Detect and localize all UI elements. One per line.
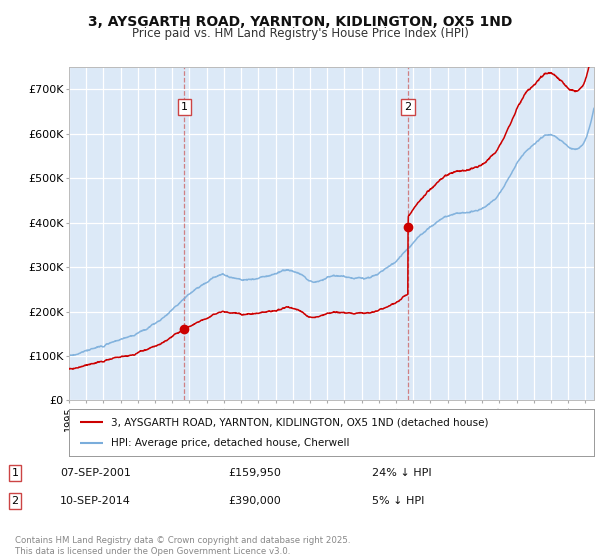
Text: 24% ↓ HPI: 24% ↓ HPI [372, 468, 431, 478]
Text: 2: 2 [11, 496, 19, 506]
Text: £159,950: £159,950 [228, 468, 281, 478]
Text: £390,000: £390,000 [228, 496, 281, 506]
Text: 2: 2 [404, 102, 412, 112]
Text: 07-SEP-2001: 07-SEP-2001 [60, 468, 131, 478]
Text: Price paid vs. HM Land Registry's House Price Index (HPI): Price paid vs. HM Land Registry's House … [131, 27, 469, 40]
Text: 3, AYSGARTH ROAD, YARNTON, KIDLINGTON, OX5 1ND (detached house): 3, AYSGARTH ROAD, YARNTON, KIDLINGTON, O… [111, 417, 488, 427]
Text: 1: 1 [181, 102, 188, 112]
Text: 10-SEP-2014: 10-SEP-2014 [60, 496, 131, 506]
Text: 3, AYSGARTH ROAD, YARNTON, KIDLINGTON, OX5 1ND: 3, AYSGARTH ROAD, YARNTON, KIDLINGTON, O… [88, 15, 512, 29]
Text: 1: 1 [11, 468, 19, 478]
Text: HPI: Average price, detached house, Cherwell: HPI: Average price, detached house, Cher… [111, 438, 349, 448]
Text: 5% ↓ HPI: 5% ↓ HPI [372, 496, 424, 506]
Text: Contains HM Land Registry data © Crown copyright and database right 2025.
This d: Contains HM Land Registry data © Crown c… [15, 536, 350, 556]
